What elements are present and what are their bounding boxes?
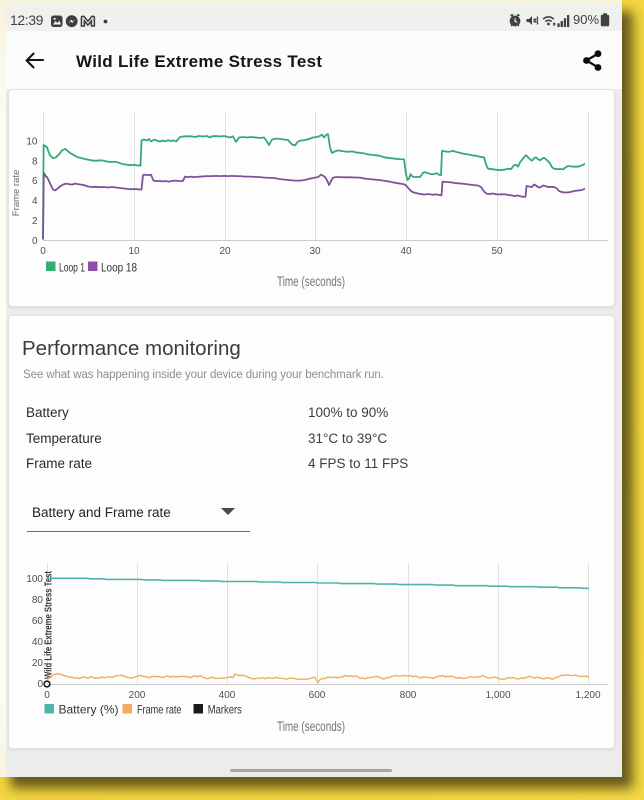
svg-text:Wild Life Extreme Stress Test: Wild Life Extreme Stress Test [43,571,55,679]
svg-text:0: 0 [32,236,38,247]
svg-text:Time (seconds): Time (seconds) [277,719,345,734]
svg-text:30: 30 [309,246,321,257]
svg-text:40: 40 [400,246,412,257]
svg-text:6: 6 [32,176,38,187]
svg-text:Frame rate: Frame rate [137,703,182,717]
svg-text:10: 10 [128,246,140,257]
svg-text:600: 600 [309,690,326,701]
svg-text:400: 400 [219,690,236,701]
svg-text:1,000: 1,000 [485,690,510,701]
svg-text:0: 0 [40,246,46,257]
svg-text:20: 20 [219,246,231,257]
svg-text:Loop 1: Loop 1 [59,261,85,275]
svg-text:Time (seconds): Time (seconds) [277,274,345,289]
svg-text:60: 60 [32,616,44,627]
svg-text:Battery (%): Battery (%) [59,703,119,717]
svg-text:20: 20 [32,658,44,669]
svg-text:50: 50 [491,246,503,257]
svg-text:Loop 18: Loop 18 [101,261,137,275]
svg-text:100: 100 [26,574,43,585]
svg-text:0: 0 [37,679,43,690]
svg-text:800: 800 [400,690,417,701]
svg-text:2: 2 [32,216,38,227]
svg-text:Frame rate: Frame rate [11,170,22,216]
svg-text:0: 0 [44,690,50,701]
svg-text:40: 40 [32,637,44,648]
svg-text:4: 4 [32,196,38,207]
svg-text:Markers: Markers [208,703,242,717]
svg-text:8: 8 [32,157,38,168]
svg-text:10: 10 [26,137,38,148]
svg-text:1,200: 1,200 [575,690,600,701]
svg-text:80: 80 [32,595,44,606]
svg-text:200: 200 [129,690,146,701]
